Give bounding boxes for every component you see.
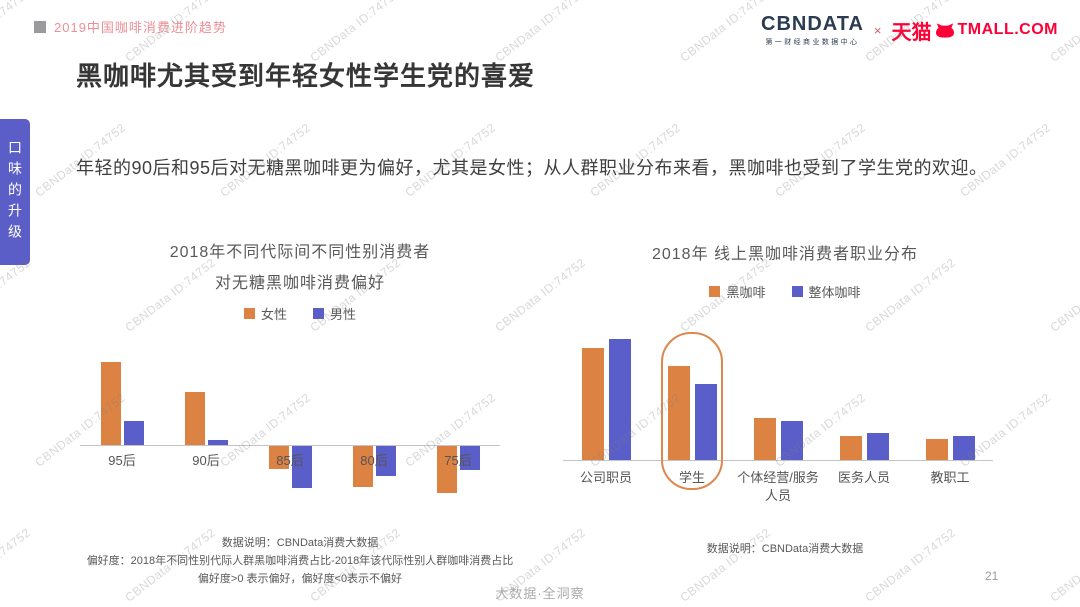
legend-item-male: 男性 — [313, 304, 356, 323]
legend-swatch-female — [243, 308, 255, 319]
chart-bar — [437, 446, 457, 493]
cbndata-logo-subtitle: 第一财经商业数据中心 — [765, 39, 860, 46]
chart-bar — [695, 384, 717, 460]
tmall-logo-cn: 天猫 — [891, 21, 932, 44]
chart-note: 偏好度：2018年不同性别代际人群黑咖啡消费占比-2018年该代际性别人群咖啡消… — [86, 555, 514, 567]
chart-bar — [460, 446, 480, 470]
chart-bar — [754, 418, 776, 460]
chart-bar — [292, 446, 312, 488]
chart-title-line: 2018年 线上黑咖啡消费者职业分布 — [651, 246, 919, 263]
legend-label: 女性 — [260, 307, 287, 322]
category-label: 医务人员 — [837, 470, 890, 485]
chart-bar — [867, 433, 889, 460]
header-section: 2019中国咖啡消费进阶趋势 — [34, 17, 227, 36]
cbndata-logo-text: CBNDATA — [761, 13, 864, 35]
category-label: 85后 — [276, 453, 304, 468]
legend-label: 男性 — [330, 307, 357, 322]
student-highlight-ring — [661, 332, 723, 490]
legend-swatch-overall-coffee — [791, 286, 803, 297]
chart-bar — [101, 362, 121, 445]
chart-bar — [840, 436, 862, 460]
section-marker-square — [34, 20, 46, 33]
occupation-chart: 2018年 线上黑咖啡消费者职业分布 黑咖啡 整体咖啡 公司职员 学生 个体经营/服… — [560, 232, 1010, 562]
chart-bar — [124, 421, 144, 445]
legend-label: 黑咖啡 — [726, 285, 766, 300]
sidebar-tab-taste-upgrade: 口味的升级 — [0, 119, 30, 265]
generation-gender-chart: 2018年不同代际间不同性别消费者 对无糖黑咖啡消费偏好 女性 男性 95后 90… — [75, 232, 525, 592]
chart-bar — [269, 446, 289, 469]
legend-item-overall-coffee: 整体咖啡 — [791, 282, 861, 301]
generation-chart-plot: 95后 90后 85后 80后 75后 — [80, 332, 500, 512]
logo-separator: × — [873, 22, 882, 38]
chart-legend: 女性 男性 — [75, 304, 525, 323]
category-label: 75后 — [444, 453, 472, 468]
category-label: 80后 — [360, 453, 388, 468]
category-label: 公司职员 — [579, 470, 632, 485]
chart-bar — [353, 446, 373, 487]
chart-title-line: 2018年不同代际间不同性别消费者 — [169, 244, 431, 261]
legend-item-female: 女性 — [243, 304, 287, 323]
watermark-text: CBNData ID:74752 — [0, 0, 34, 65]
zero-axis-line — [80, 445, 500, 446]
watermark-text: CBNData ID:74752 — [1047, 255, 1080, 335]
chart-bar — [926, 439, 948, 460]
chart-bar — [376, 446, 396, 476]
category-label: 教职工 — [930, 470, 970, 485]
logo-bar: CBNDATA 第一财经商业数据中心 × 天猫 TMALL.COM — [761, 13, 1058, 47]
chart-title-line: 对无糖黑咖啡消费偏好 — [214, 275, 385, 292]
baseline-axis-line — [563, 460, 993, 461]
footer-brand: 大数据·全洞察 — [495, 586, 585, 601]
sidebar-tab-label: 口味的升级 — [7, 139, 23, 245]
chart-bar — [781, 421, 803, 460]
page-number: 21 — [985, 569, 999, 583]
chart-note: 数据说明：CBNData消费大数据 — [221, 537, 379, 549]
chart-note: 偏好度>0 表示偏好，偏好度<0表示不偏好 — [197, 573, 403, 585]
chart-bar — [953, 436, 975, 460]
intro-text: 年轻的90后和95后对无糖黑咖啡更为偏好，尤其是女性；从人群职业分布来看，黑咖啡… — [76, 158, 988, 178]
watermark-text: CBNData ID:74752 — [0, 255, 34, 334]
chart-note: 数据说明：CBNData消费大数据 — [706, 543, 864, 555]
category-label: 个体经营/服务人员 — [737, 470, 819, 503]
watermark-text: CBNData ID:74752 — [307, 0, 404, 65]
tmall-logo: 天猫 TMALL.COM — [892, 16, 1058, 45]
watermark-text: CBNData ID:74752 — [677, 0, 774, 65]
chart-bar — [609, 339, 631, 460]
chart-bar — [185, 392, 205, 445]
watermark-text: CBNData ID:74752 — [492, 0, 589, 65]
legend-item-black-coffee: 黑咖啡 — [709, 282, 766, 301]
legend-label: 整体咖啡 — [808, 285, 861, 300]
chart-bar — [208, 440, 228, 445]
legend-swatch-black-coffee — [709, 286, 721, 297]
occupation-chart-plot: 公司职员 学生 个体经营/服务人员 医务人员 教职工 — [563, 330, 993, 503]
legend-swatch-male — [313, 308, 324, 319]
category-label: 95后 — [108, 453, 136, 468]
chart-bar — [668, 366, 690, 460]
cbndata-logo: CBNDATA 第一财经商业数据中心 — [761, 13, 864, 47]
tmall-logo-en: TMALL.COM — [957, 21, 1058, 38]
tmall-cat-icon — [935, 22, 954, 38]
page-title: 黑咖啡尤其受到年轻女性学生党的喜爱 — [76, 61, 536, 91]
category-label: 90后 — [192, 453, 220, 468]
section-label: 2019中国咖啡消费进阶趋势 — [54, 20, 227, 35]
chart-bar — [582, 348, 604, 460]
chart-legend: 黑咖啡 整体咖啡 — [560, 282, 1010, 301]
